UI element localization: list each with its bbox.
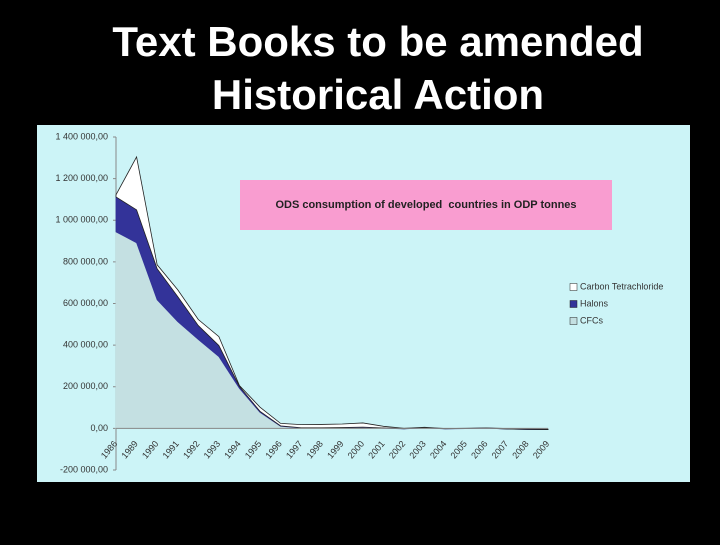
y-tick-label: 1 200 000,00 [55, 173, 108, 183]
legend-swatch [569, 283, 578, 291]
legend-label: Halons [580, 298, 609, 308]
y-tick-label: -200 000,00 [60, 464, 108, 474]
y-tick-label: 400 000,00 [63, 340, 108, 350]
slide-title: Historical Action [212, 71, 544, 118]
legend-swatch [569, 300, 578, 308]
y-tick-label: 200 000,00 [63, 381, 108, 391]
y-tick-label: 800 000,00 [63, 256, 108, 266]
legend-label: CFCs [580, 315, 603, 325]
y-tick-label: 1 000 000,00 [55, 215, 108, 225]
slide-title: Text Books to be amended [112, 18, 643, 65]
annotation: ODS consumption of developed countries i… [275, 199, 576, 211]
annotation-box [240, 180, 612, 230]
area [115, 155, 549, 430]
legend-swatch [569, 317, 578, 325]
y-tick-label: 1 400 000,00 [55, 131, 108, 141]
y-tick-label: 600 000,00 [63, 298, 108, 308]
y-tick-label: 0,00 [90, 423, 108, 433]
legend-label: Carbon Tetrachloride [580, 281, 663, 291]
